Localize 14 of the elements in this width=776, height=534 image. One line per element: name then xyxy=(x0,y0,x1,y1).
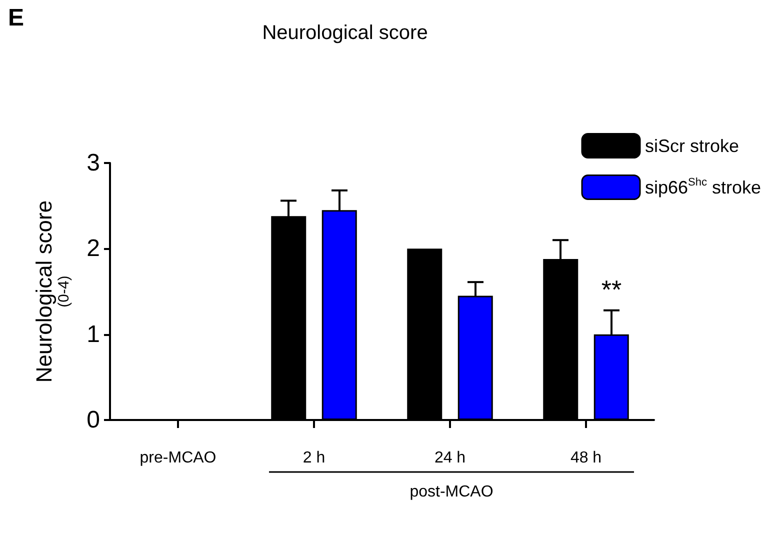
text: E xyxy=(8,4,24,32)
x-tick-label: pre-MCAO xyxy=(140,450,216,466)
y-axis-title: Neurological score (0-4) xyxy=(32,200,72,383)
x-tick-label: 2 h xyxy=(302,450,326,466)
legend-label: siScr stroke xyxy=(644,136,740,156)
y-tick-label: 1 xyxy=(86,320,100,348)
text: post-MCAO xyxy=(410,484,494,500)
y-tick-label: 3 xyxy=(86,150,100,176)
annotation: ** xyxy=(601,274,622,304)
y-tick-label: 0 xyxy=(86,406,100,434)
x-tick-label: 48 h xyxy=(570,450,602,466)
chart-title: Neurological score xyxy=(262,22,428,44)
y-tick-label: 2 xyxy=(86,235,100,262)
x-tick-label: 24 h xyxy=(434,450,466,466)
